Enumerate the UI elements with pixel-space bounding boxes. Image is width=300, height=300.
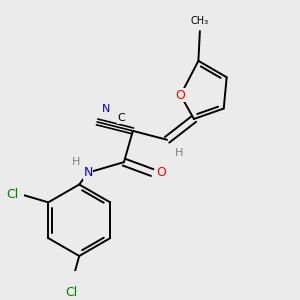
Text: C: C — [118, 113, 125, 123]
Text: N: N — [102, 104, 110, 115]
Text: Cl: Cl — [6, 188, 19, 201]
Text: Cl: Cl — [66, 286, 78, 299]
Text: H: H — [175, 148, 183, 158]
Text: N: N — [83, 166, 93, 179]
Text: CH₃: CH₃ — [191, 16, 209, 26]
Text: O: O — [157, 166, 166, 179]
Text: H: H — [72, 157, 81, 167]
Text: O: O — [176, 88, 185, 102]
